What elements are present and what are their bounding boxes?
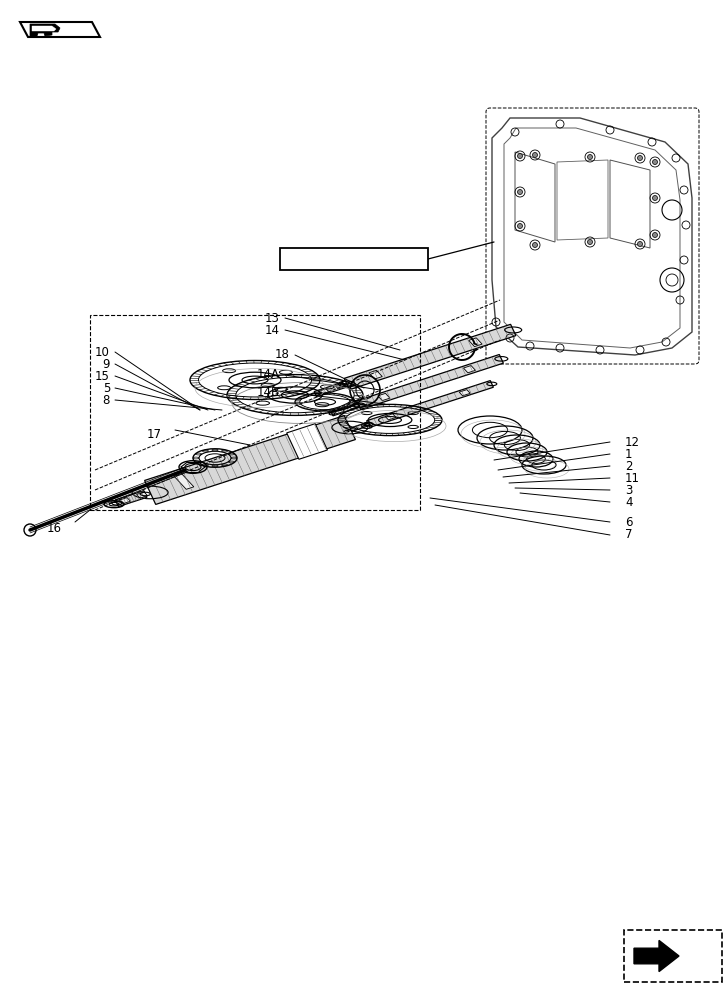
Circle shape <box>587 239 592 244</box>
Polygon shape <box>319 389 329 394</box>
Text: 15: 15 <box>95 369 110 382</box>
Text: 8: 8 <box>103 393 110 406</box>
Polygon shape <box>335 383 346 389</box>
Polygon shape <box>287 424 327 459</box>
Text: 2: 2 <box>625 460 633 473</box>
Polygon shape <box>369 370 382 379</box>
Polygon shape <box>30 24 60 36</box>
Bar <box>90 315 420 510</box>
Polygon shape <box>345 423 368 433</box>
Circle shape <box>518 153 523 158</box>
Polygon shape <box>331 404 358 416</box>
Polygon shape <box>634 940 679 972</box>
Polygon shape <box>115 491 147 507</box>
Text: 10: 10 <box>95 346 110 359</box>
Polygon shape <box>119 498 130 504</box>
Polygon shape <box>361 423 371 427</box>
Text: 16: 16 <box>47 522 62 534</box>
Circle shape <box>638 155 642 160</box>
Polygon shape <box>357 354 503 410</box>
Bar <box>280 248 428 270</box>
Polygon shape <box>344 324 515 390</box>
Polygon shape <box>468 338 482 347</box>
Circle shape <box>518 190 523 194</box>
Polygon shape <box>334 409 345 414</box>
Circle shape <box>652 159 657 164</box>
Polygon shape <box>137 492 148 498</box>
Circle shape <box>532 242 537 247</box>
Polygon shape <box>459 390 470 396</box>
Polygon shape <box>348 427 358 431</box>
Circle shape <box>587 154 592 159</box>
Polygon shape <box>314 382 345 397</box>
Polygon shape <box>294 435 313 450</box>
Circle shape <box>638 241 642 246</box>
Text: 4: 4 <box>625 495 633 508</box>
Circle shape <box>652 232 657 237</box>
Text: 3: 3 <box>625 484 632 496</box>
Polygon shape <box>350 404 359 409</box>
Polygon shape <box>385 414 396 420</box>
Text: 1: 1 <box>625 448 633 460</box>
Text: 11: 11 <box>625 472 640 485</box>
Polygon shape <box>32 26 56 31</box>
Text: 14B: 14B <box>257 385 280 398</box>
Text: 5: 5 <box>103 381 110 394</box>
Polygon shape <box>463 366 476 373</box>
Circle shape <box>532 152 537 157</box>
Text: 12: 12 <box>625 436 640 448</box>
Text: 6: 6 <box>625 516 633 528</box>
Text: 14: 14 <box>265 324 280 336</box>
Circle shape <box>652 196 657 200</box>
Polygon shape <box>20 22 100 37</box>
Circle shape <box>518 224 523 229</box>
Polygon shape <box>174 474 194 489</box>
Text: 14.102.05(03): 14.102.05(03) <box>309 252 399 265</box>
Text: 14A: 14A <box>257 368 280 381</box>
Polygon shape <box>378 393 390 401</box>
Text: 17: 17 <box>147 428 162 440</box>
Polygon shape <box>366 381 493 427</box>
Text: 7: 7 <box>625 528 633 542</box>
Text: 9: 9 <box>103 358 110 370</box>
Bar <box>624 930 722 982</box>
Text: 18: 18 <box>275 349 290 361</box>
Text: 13: 13 <box>265 312 280 324</box>
Polygon shape <box>145 416 355 504</box>
